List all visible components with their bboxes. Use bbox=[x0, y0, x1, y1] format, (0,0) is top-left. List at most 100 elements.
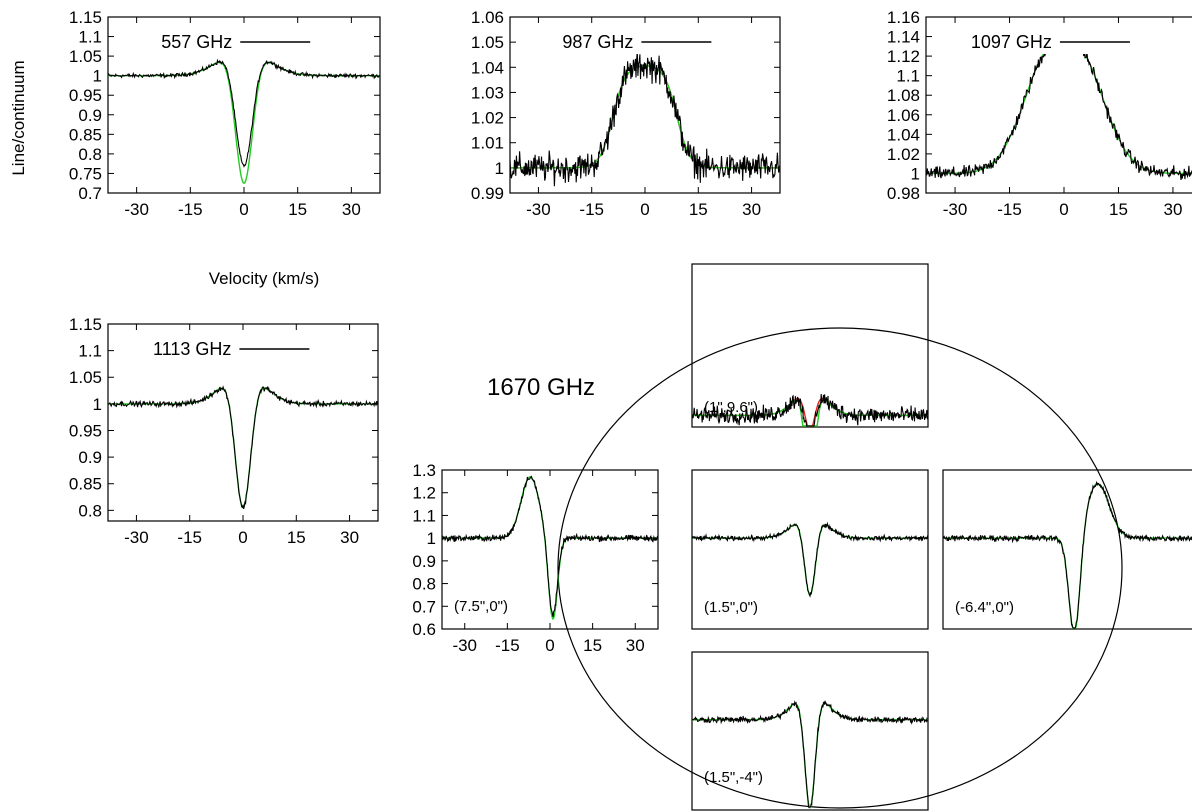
model-curve-green bbox=[510, 66, 780, 168]
y-tick-label: 1.1 bbox=[412, 506, 436, 525]
y-tick-label: 1.04 bbox=[471, 58, 504, 77]
y-tick-label: 1.02 bbox=[471, 109, 504, 128]
x-tick-label: 15 bbox=[583, 636, 602, 655]
y-tick-label: 1.05 bbox=[471, 33, 504, 52]
map-circle bbox=[558, 328, 1122, 808]
position-label: (7.5",0") bbox=[454, 598, 508, 615]
y-tick-label: 1.06 bbox=[887, 106, 920, 125]
y-tick-label: 1.16 bbox=[887, 8, 920, 27]
y-tick-label: 1 bbox=[93, 67, 102, 86]
x-tick-label: 15 bbox=[1109, 200, 1128, 219]
observed-spectrum bbox=[510, 51, 780, 186]
panel-6: (1",9.6") bbox=[692, 264, 928, 427]
x-tick-label: 0 bbox=[239, 200, 248, 219]
y-tick-label: 0.85 bbox=[69, 125, 102, 144]
y-tick-label: 0.8 bbox=[78, 145, 102, 164]
y-tick-label: 1.3 bbox=[412, 461, 436, 480]
observed-spectrum bbox=[692, 702, 928, 808]
y-tick-label: 1.1 bbox=[896, 67, 920, 86]
x-tick-label: -15 bbox=[997, 200, 1022, 219]
panel-4: -30 -15 0 15 30 0.8 0.85 0.9 0.95 1 1.05 1.1 1.15 111… bbox=[69, 315, 378, 547]
x-tick-label: -15 bbox=[177, 528, 202, 547]
model-curve-green bbox=[926, 46, 1192, 173]
y-tick-label: 0.98 bbox=[887, 184, 920, 203]
y-tick-label: 1 bbox=[427, 529, 436, 548]
x-tick-label: 30 bbox=[742, 200, 761, 219]
frequency-label-1670: 1670 GHz bbox=[487, 374, 595, 401]
y-tick-label: 0.95 bbox=[69, 86, 102, 105]
panel-frame bbox=[692, 652, 928, 810]
x-tick-label: 0 bbox=[1059, 200, 1068, 219]
y-tick-label: 1 bbox=[911, 164, 920, 183]
x-tick-label: 15 bbox=[287, 528, 306, 547]
x-tick-label: -30 bbox=[526, 200, 551, 219]
x-tick-label: -30 bbox=[943, 200, 968, 219]
y-tick-label: 1.05 bbox=[69, 47, 102, 66]
y-tick-label: 0.99 bbox=[471, 184, 504, 203]
legend-label: 557 GHz bbox=[161, 32, 232, 52]
y-tick-label: 1.15 bbox=[69, 8, 102, 27]
model-curve-red bbox=[510, 66, 780, 168]
x-tick-label: 30 bbox=[342, 200, 361, 219]
y-tick-label: 0.85 bbox=[69, 475, 102, 494]
x-tick-label: 30 bbox=[340, 528, 359, 547]
x-tick-label: -30 bbox=[452, 636, 477, 655]
y-tick-label: 1.05 bbox=[69, 368, 102, 387]
model-curve-green bbox=[108, 388, 378, 508]
y-tick-label: 1.15 bbox=[69, 315, 102, 334]
observed-spectrum bbox=[442, 477, 658, 617]
position-label: (-6.4",0") bbox=[955, 599, 1014, 616]
y-tick-label: 0.7 bbox=[78, 184, 102, 203]
position-label: (1",9.6") bbox=[704, 399, 758, 416]
y-tick-label: 1.06 bbox=[471, 8, 504, 27]
x-tick-label: -30 bbox=[124, 528, 149, 547]
y-tick-label: 0.9 bbox=[78, 448, 102, 467]
x-tick-label: 30 bbox=[626, 636, 645, 655]
observed-spectrum bbox=[926, 41, 1192, 181]
observed-spectrum bbox=[108, 61, 380, 167]
y-tick-label: 1.1 bbox=[78, 28, 102, 47]
x-tick-label: 0 bbox=[238, 528, 247, 547]
y-tick-label: 1.04 bbox=[887, 125, 920, 144]
x-tick-label: -15 bbox=[178, 200, 203, 219]
y-tick-label: 1.2 bbox=[412, 484, 436, 503]
y-tick-label: 0.9 bbox=[78, 106, 102, 125]
legend-label: 1097 GHz bbox=[971, 32, 1052, 52]
position-label: (1.5",0") bbox=[704, 599, 758, 616]
y-tick-label: 1.01 bbox=[471, 134, 504, 153]
y-tick-label: 0.75 bbox=[69, 164, 102, 183]
y-tick-label: 1.03 bbox=[471, 83, 504, 102]
y-tick-label: 0.6 bbox=[412, 620, 436, 639]
x-tick-label: 0 bbox=[640, 200, 649, 219]
observed-spectrum bbox=[108, 387, 378, 509]
x-tick-label: 15 bbox=[689, 200, 708, 219]
panel-7: (1.5",0") bbox=[692, 470, 928, 629]
panel-5: -30 -15 0 15 30 0.6 0.7 0.8 0.9 1 1.1 1.2 1.3 (7.5",0… bbox=[412, 461, 658, 655]
panel-1: -30 -15 0 15 300.70.750.80.850.90.9511.051.1… bbox=[69, 8, 380, 219]
position-label: (1.5",-4") bbox=[704, 769, 763, 786]
y-tick-label: 0.7 bbox=[412, 597, 436, 616]
y-tick-label: 0.9 bbox=[412, 552, 436, 571]
y-axis-label: Line/continuum bbox=[9, 60, 28, 175]
panels: -30 -15 0 15 300.70.750.80.850.90.9511.051.1… bbox=[69, 8, 1192, 810]
legend-label: 987 GHz bbox=[562, 32, 633, 52]
y-tick-label: 0.95 bbox=[69, 421, 102, 440]
y-tick-label: 1.1 bbox=[78, 342, 102, 361]
panel-9: (1.5",-4") bbox=[692, 652, 928, 810]
y-tick-label: 1.14 bbox=[887, 28, 920, 47]
x-tick-label: -15 bbox=[579, 200, 604, 219]
y-tick-label: 1 bbox=[495, 159, 504, 178]
x-tick-label: -30 bbox=[124, 200, 149, 219]
model-curve-green bbox=[692, 525, 928, 595]
x-tick-label: 30 bbox=[1163, 200, 1182, 219]
x-axis-label: Velocity (km/s) bbox=[209, 269, 320, 288]
y-tick-label: 0.8 bbox=[78, 501, 102, 520]
y-tick-label: 1.12 bbox=[887, 47, 920, 66]
panel-3: -30 -15 0 15 300.9811.021.041.061.081.11.121… bbox=[887, 8, 1192, 219]
observed-spectrum bbox=[692, 524, 928, 596]
legend-label: 1113 GHz bbox=[153, 339, 231, 359]
y-tick-label: 1.02 bbox=[887, 145, 920, 164]
x-tick-label: 15 bbox=[288, 200, 307, 219]
